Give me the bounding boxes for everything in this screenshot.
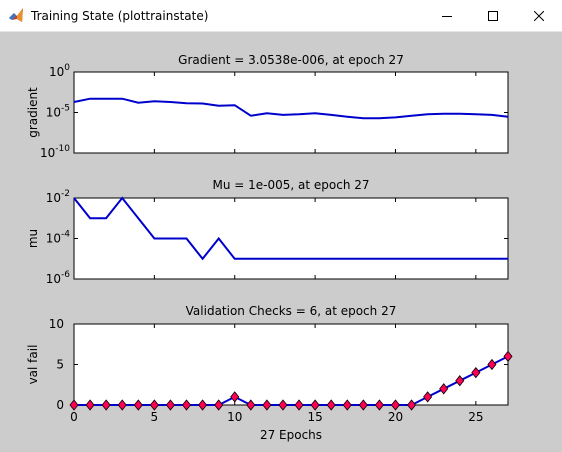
axes-box bbox=[73, 323, 509, 406]
y-tick-label: 10-6 bbox=[46, 270, 71, 286]
y-tick-label: 5 bbox=[56, 358, 64, 372]
data-point bbox=[294, 399, 304, 411]
plot-title: Gradient = 3.0538e-006, at epoch 27 bbox=[178, 53, 404, 67]
y-tick-label: 10-2 bbox=[46, 189, 70, 205]
maximize-button[interactable] bbox=[470, 0, 516, 31]
series-line bbox=[73, 196, 508, 261]
data-point bbox=[439, 383, 449, 395]
axes-box bbox=[73, 71, 509, 154]
data-point bbox=[117, 399, 127, 411]
x-tick-label: 10 bbox=[227, 410, 242, 424]
y-tick-label: 100 bbox=[49, 63, 70, 79]
y-axis-label: val fail bbox=[26, 345, 40, 385]
data-point bbox=[133, 399, 143, 411]
y-tick-label: 10-4 bbox=[46, 230, 71, 246]
x-tick-label: 15 bbox=[307, 410, 322, 424]
series-line bbox=[73, 97, 509, 120]
data-point bbox=[182, 399, 192, 411]
y-tick-label: 10-5 bbox=[46, 104, 70, 120]
plot-3: Validation Checks = 6, at epoch 27 val fa… bbox=[26, 304, 513, 442]
y-axis-label: gradient bbox=[26, 87, 40, 138]
data-point bbox=[390, 399, 400, 411]
data-point bbox=[326, 399, 336, 411]
training-plots: Gradient = 3.0538e-006, at epoch 27 gradi… bbox=[26, 53, 513, 442]
data-point bbox=[407, 399, 417, 411]
data-point bbox=[246, 399, 256, 411]
maximize-icon bbox=[488, 10, 498, 21]
title-bar: Training State (plottrainstate) bbox=[0, 0, 562, 32]
data-point bbox=[423, 391, 433, 403]
window-title: Training State (plottrainstate) bbox=[31, 9, 209, 23]
x-axis-label: 27 Epochs bbox=[260, 428, 322, 442]
data-point bbox=[262, 399, 272, 411]
y-tick-label: 10-10 bbox=[40, 144, 70, 160]
plot-1: Gradient = 3.0538e-006, at epoch 27 gradi… bbox=[26, 53, 509, 160]
data-point bbox=[101, 399, 111, 411]
plot-title: Validation Checks = 6, at epoch 27 bbox=[186, 304, 397, 318]
data-point bbox=[165, 399, 175, 411]
y-tick-label: 0 bbox=[56, 398, 64, 412]
data-point bbox=[85, 399, 95, 411]
data-point bbox=[471, 366, 481, 379]
data-point bbox=[214, 399, 224, 411]
minimize-icon bbox=[442, 15, 452, 17]
data-point bbox=[487, 358, 497, 371]
data-point bbox=[278, 399, 288, 411]
data-point bbox=[358, 399, 368, 411]
data-point bbox=[198, 399, 208, 411]
axes-box bbox=[73, 197, 509, 280]
close-icon bbox=[534, 10, 544, 21]
close-button[interactable] bbox=[516, 0, 562, 31]
x-tick-label: 25 bbox=[468, 410, 483, 424]
data-point bbox=[310, 399, 320, 411]
y-axis-label: mu bbox=[26, 229, 40, 248]
minimize-button[interactable] bbox=[424, 0, 470, 31]
plot-2: Mu = 1e-005, at epoch 27 mu 10-2 10-4 10-6 bbox=[26, 178, 509, 286]
data-point bbox=[374, 399, 384, 411]
data-point bbox=[342, 399, 352, 411]
x-tick-label: 5 bbox=[151, 410, 159, 424]
x-tick-label: 0 bbox=[70, 410, 78, 424]
plot-title: Mu = 1e-005, at epoch 27 bbox=[212, 178, 369, 192]
x-tick-label: 20 bbox=[388, 410, 403, 424]
data-point bbox=[455, 375, 465, 387]
matlab-icon bbox=[9, 8, 23, 22]
data-point bbox=[503, 350, 513, 363]
y-tick-label: 10 bbox=[49, 317, 64, 331]
data-point bbox=[149, 399, 159, 411]
data-point bbox=[69, 399, 79, 411]
data-point bbox=[230, 391, 240, 403]
series-line bbox=[74, 355, 509, 406]
